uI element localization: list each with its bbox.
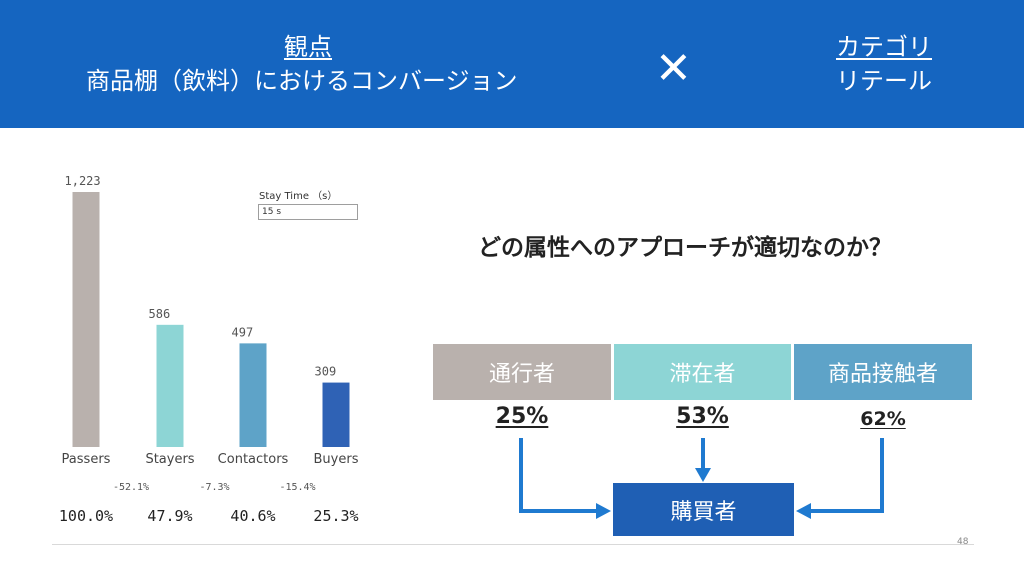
cross-icon: ✕: [655, 43, 692, 94]
category-label: カテゴリ: [836, 33, 932, 61]
segment-box-contactors: 商品接触者: [794, 344, 972, 400]
ratio-label: 25.3%: [313, 507, 358, 525]
page-number: 48: [957, 537, 969, 547]
category-tick-label: Passers: [62, 452, 111, 467]
category-tick-label: Stayers: [145, 452, 194, 467]
ratio-label: 40.6%: [230, 507, 275, 525]
header-banner: 観点 商品棚（飲料）におけるコンバージョン ✕ カテゴリ リテール: [0, 0, 1024, 128]
arrow-passers-to-buyer: [519, 438, 596, 513]
question-heading: どの属性へのアプローチが適切なのか？: [478, 235, 892, 261]
arrow-contactors-to-buyer: [811, 438, 884, 513]
bar-value-label: 497: [232, 325, 254, 339]
bar-buyers: [322, 382, 350, 447]
funnel-bar-chart: 1,223 Passers 100.0% 586 Stayers 47.9% 497 Cont…: [59, 174, 359, 525]
bar-value-label: 586: [149, 307, 171, 321]
footer-divider: [52, 544, 974, 545]
bar-value-label: 1,223: [65, 174, 101, 188]
segment-box-stayers: 滞在者: [614, 344, 791, 400]
bar-stayers: [156, 324, 184, 447]
stay-time-input[interactable]: 15 s: [258, 204, 358, 220]
drop-rate-label: -52.1%: [113, 482, 149, 493]
category-value: リテール: [836, 67, 932, 95]
viewpoint-value: 商品棚（飲料）におけるコンバージョン: [86, 67, 518, 95]
segment-rate-stayers: 53%: [676, 404, 729, 429]
stay-time-label: Stay Time （s）: [259, 191, 338, 202]
ratio-label: 100.0%: [59, 507, 113, 525]
drop-rate-label: -7.3%: [199, 482, 229, 493]
viewpoint-label: 観点: [284, 33, 332, 61]
buyer-box: 購買者: [613, 483, 794, 536]
bar-contactors: [239, 343, 267, 447]
bar-value-label: 309: [315, 365, 337, 379]
segment-rate-passers: 25%: [495, 404, 549, 429]
segment-box-passers: 通行者: [433, 344, 611, 400]
segment-rate-contactors: 62%: [860, 408, 906, 430]
bar-passers: [72, 192, 100, 447]
category-tick-label: Buyers: [314, 452, 359, 467]
category-tick-label: Contactors: [218, 452, 289, 467]
arrowhead-right-icon: [596, 503, 611, 519]
ratio-label: 47.9%: [147, 507, 192, 525]
arrowhead-left-icon: [796, 503, 811, 519]
arrowhead-down-icon: [695, 468, 711, 482]
drop-rate-label: -15.4%: [279, 482, 315, 493]
